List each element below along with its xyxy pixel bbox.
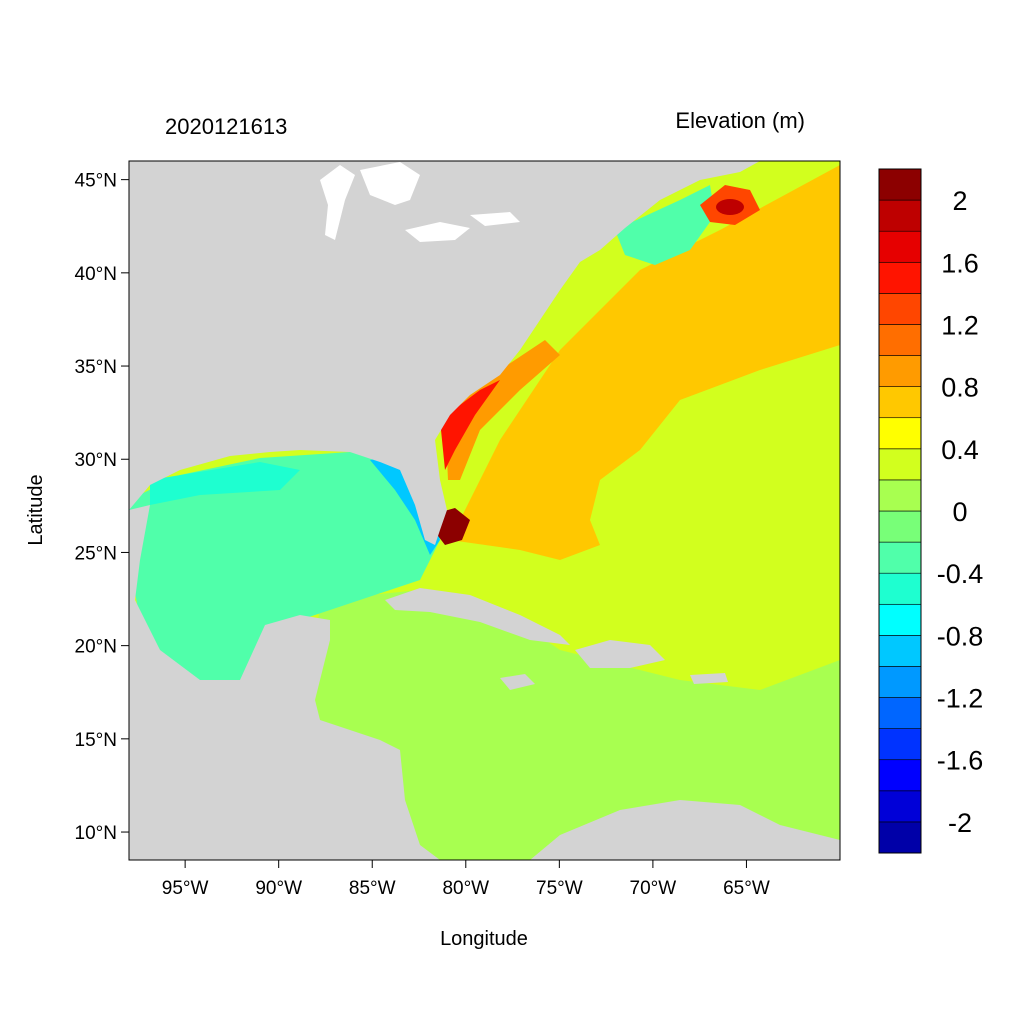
colorbar-label: -1.2 <box>937 684 984 714</box>
colorbar-swatch <box>878 230 922 263</box>
y-tick-label: 30°N <box>75 450 117 471</box>
colorbar-swatch <box>878 635 922 667</box>
north-america-land <box>129 161 760 545</box>
colorbar-swatch <box>878 168 922 201</box>
x-tick-label: 75°W <box>536 878 583 899</box>
south-america-land <box>530 800 840 860</box>
colorbar-swatch <box>878 541 922 574</box>
colorbar-label: -1.6 <box>937 746 984 776</box>
x-axis-title: Longitude <box>440 928 528 950</box>
colorbar-swatch <box>878 261 922 294</box>
gulf-of-mexico-region <box>129 452 440 680</box>
y-tick-label: 20°N <box>75 637 117 658</box>
y-tick-label: 35°N <box>75 357 117 378</box>
colorbar-label: 0.8 <box>941 373 979 403</box>
x-tick-label: 70°W <box>630 878 677 899</box>
colorbar-label: 2 <box>952 186 967 216</box>
colorbar-label: 0 <box>952 497 967 527</box>
colorbar: 2 1.6 1.2 0.8 0.4 0 -0.4 -0.8 -1.2 -1.6 -2 <box>878 168 984 854</box>
gulf-coast-low-band <box>150 462 300 505</box>
y-axis: 45°N 40°N 35°N 30°N 25°N 20°N 15°N 10°N <box>75 171 129 844</box>
great-lakes <box>320 162 520 242</box>
y-axis-title: Latitude <box>25 474 47 545</box>
y-tick-label: 45°N <box>75 171 117 192</box>
colorbar-label: -2 <box>948 808 972 838</box>
x-tick-label: 80°W <box>442 878 489 899</box>
colorbar-label: 0.4 <box>941 435 979 465</box>
colorbar-swatch <box>878 324 922 356</box>
southeast-coast-surge-inner <box>440 380 500 470</box>
map-frame <box>128 160 841 861</box>
colorbar-label: -0.8 <box>937 621 984 651</box>
colorbar-outline <box>878 168 922 854</box>
colorbar-swatch <box>878 479 922 512</box>
y-tick-label: 10°N <box>75 823 117 844</box>
colorbar-swatch <box>878 199 922 232</box>
gulf-of-maine-region <box>615 185 715 265</box>
colorbar-swatch <box>878 790 922 823</box>
atlantic-surge-region <box>450 165 840 560</box>
mexico-central-america-land <box>129 505 440 860</box>
colorbar-swatch <box>878 697 922 729</box>
colorbar-label: 1.6 <box>941 248 979 278</box>
y-tick-label: 40°N <box>75 264 117 285</box>
colorbar-label: 1.2 <box>941 310 979 340</box>
colorbar-swatch <box>878 603 922 636</box>
hispaniola-land <box>575 640 665 668</box>
x-tick-label: 95°W <box>162 878 209 899</box>
colorbar-swatch <box>878 355 922 387</box>
colorbar-swatch <box>878 448 922 481</box>
colorbar-label: -0.4 <box>937 559 984 589</box>
y-tick-label: 25°N <box>75 543 117 564</box>
colorbar-swatch <box>878 728 922 761</box>
colorbar-swatch <box>878 386 922 419</box>
colorbar-swatch <box>878 417 922 450</box>
x-tick-label: 90°W <box>255 878 302 899</box>
map-panel <box>129 161 840 860</box>
colorbar-swatch <box>878 510 922 543</box>
colorbar-swatch <box>878 821 922 854</box>
colorbar-swatch <box>878 293 922 325</box>
nova-scotia-surge-peak <box>716 199 744 215</box>
x-axis: 95°W 90°W 85°W 80°W 75°W 70°W 65°W <box>162 860 770 899</box>
puerto-rico-land <box>690 673 728 684</box>
southeast-coast-surge-outer <box>445 340 560 480</box>
cuba-land <box>385 588 570 645</box>
colorbar-swatch <box>878 759 922 792</box>
x-tick-label: 65°W <box>723 878 770 899</box>
jamaica-land <box>500 674 535 690</box>
variable-title: Elevation (m) <box>675 108 805 133</box>
colorbar-swatch <box>878 572 922 605</box>
colorbar-swatch <box>878 666 922 698</box>
timestamp-label: 2020121613 <box>165 114 287 139</box>
x-tick-label: 85°W <box>349 878 396 899</box>
y-tick-label: 15°N <box>75 730 117 751</box>
